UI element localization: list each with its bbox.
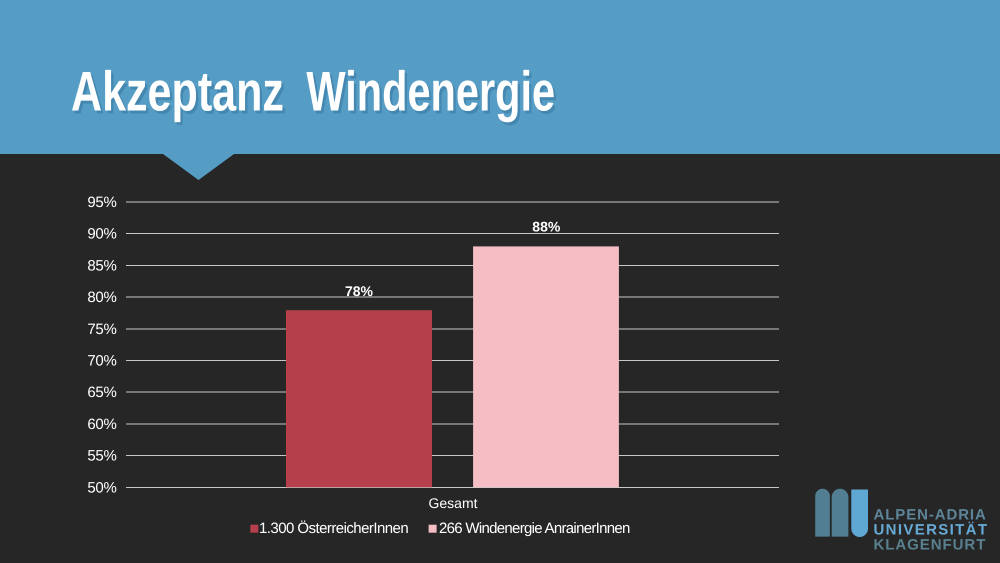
svg-text:Windenergie: Windenergie [306,60,555,123]
svg-text:95%: 95% [87,194,116,211]
svg-text:Akzeptanz: Akzeptanz [71,60,284,123]
svg-text:85%: 85% [87,257,116,274]
svg-text:UNIVERSITÄT: UNIVERSITÄT [874,522,989,539]
svg-text:55%: 55% [87,448,116,465]
svg-text:60%: 60% [87,416,116,433]
svg-text:50%: 50% [87,479,116,496]
svg-text:65%: 65% [87,384,116,401]
svg-text:1.300 ÖsterreicherInnen: 1.300 ÖsterreicherInnen [259,520,408,537]
svg-text:78%: 78% [345,283,374,299]
svg-text:90%: 90% [87,226,116,243]
svg-text:266 Windenergie AnrainerInnen: 266 Windenergie AnrainerInnen [439,520,630,537]
svg-text:Windenergie: Windenergie [309,62,558,125]
svg-text:Akzeptanz: Akzeptanz [73,62,286,125]
svg-text:KLAGENFURT: KLAGENFURT [874,537,987,554]
svg-text:ALPEN-ADRIA: ALPEN-ADRIA [874,507,987,524]
svg-text:70%: 70% [87,353,116,370]
svg-text:Gesamt: Gesamt [428,495,477,511]
svg-text:88%: 88% [532,218,561,234]
svg-text:75%: 75% [87,321,116,338]
svg-text:80%: 80% [87,289,116,306]
